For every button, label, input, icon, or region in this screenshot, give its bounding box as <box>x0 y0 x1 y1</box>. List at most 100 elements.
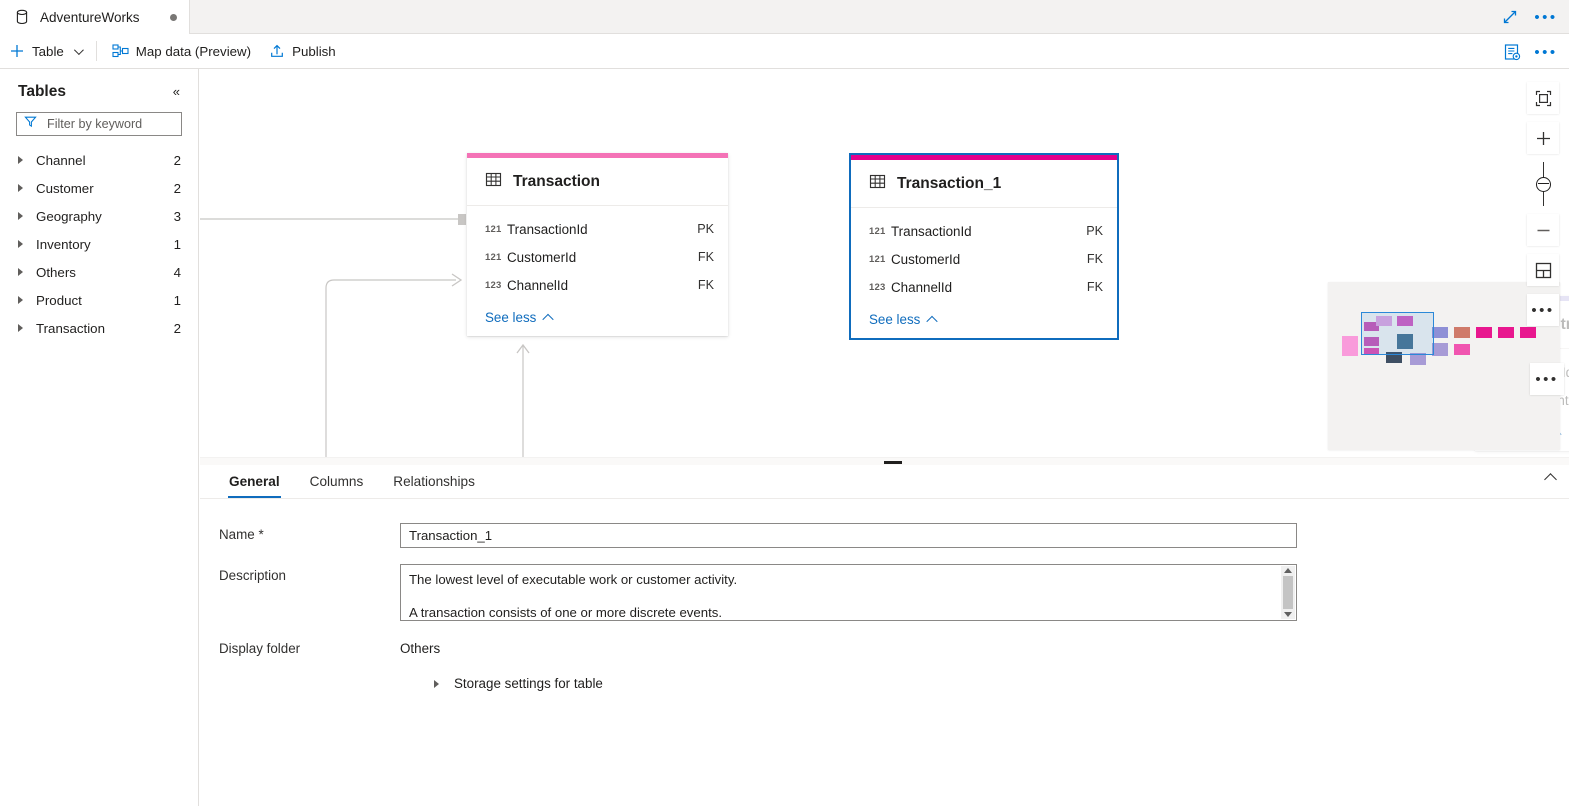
table-column-row[interactable]: 121 TransactionId PK <box>467 215 728 243</box>
sidebar-item-count: 1 <box>173 236 181 252</box>
expand-chevron-icon[interactable] <box>12 212 28 220</box>
diagram-canvas[interactable]: Transaction 121 TransactionId PK 121 Customer… <box>200 69 1569 457</box>
table-column-row[interactable]: 121 TransactionId PK <box>851 217 1117 245</box>
minimap-overflow-button[interactable]: ••• <box>1530 363 1564 395</box>
expand-chevron-icon[interactable] <box>12 324 28 332</box>
see-less-button[interactable]: See less <box>851 305 1117 338</box>
expand-chevron-icon[interactable] <box>12 156 28 164</box>
table-grid-icon <box>485 171 502 193</box>
scrollbar-thumb[interactable] <box>1283 576 1293 609</box>
collapse-details-button[interactable] <box>1544 471 1557 489</box>
column-name: ChannelId <box>891 279 953 295</box>
add-table-label: Table <box>32 43 64 59</box>
minimap-node <box>1397 334 1413 349</box>
map-data-button[interactable]: Map data (Preview) <box>103 36 260 66</box>
sidebar-item-inventory[interactable]: Inventory 1 <box>0 230 198 258</box>
minimap-node <box>1397 316 1413 326</box>
expand-diagonal-icon[interactable] <box>1495 3 1525 31</box>
display-folder-control: Others <box>400 637 1569 656</box>
tab-relationships[interactable]: Relationships <box>382 465 486 498</box>
sidebar-item-geography[interactable]: Geography 3 <box>0 202 198 230</box>
tab-general[interactable]: General <box>218 465 291 498</box>
minimap-node <box>1386 352 1402 363</box>
sidebar-header: Tables « <box>0 69 198 109</box>
minimap-node <box>1364 322 1379 331</box>
table-column-row[interactable]: 121 CustomerId FK <box>851 245 1117 273</box>
display-folder-value: Others <box>400 641 441 656</box>
filter-funnel-icon <box>24 115 37 133</box>
canvas-more-button[interactable]: ••• <box>1527 294 1559 326</box>
details-tabs: General Columns Relationships <box>200 465 1569 499</box>
tab-columns[interactable]: Columns <box>299 465 375 498</box>
chevron-up-icon <box>926 315 939 327</box>
table-column-row[interactable]: 123 ChannelId FK <box>467 271 728 299</box>
see-less-label: See less <box>485 310 537 325</box>
minimap-viewport-rect[interactable] <box>1361 312 1434 355</box>
minimap[interactable] <box>1328 282 1560 450</box>
column-key-badge: FK <box>1086 280 1103 294</box>
search-input[interactable] <box>45 116 174 132</box>
sidebar-item-others[interactable]: Others 4 <box>0 258 198 286</box>
description-scrollbar[interactable] <box>1281 566 1295 619</box>
tab-bar: AdventureWorks ••• <box>0 0 1569 34</box>
sidebar-item-count: 3 <box>173 208 181 224</box>
zoom-in-button[interactable] <box>1527 122 1559 154</box>
table-card-columns: 121 TransactionId PK 121 CustomerId FK 123 Chan… <box>467 206 728 303</box>
description-textarea[interactable]: The lowest level of executable work or c… <box>400 564 1297 621</box>
sidebar-item-product[interactable]: Product 1 <box>0 286 198 314</box>
see-less-button[interactable]: See less <box>467 303 728 336</box>
command-bar: Table Map data (Preview) <box>0 34 1569 69</box>
zoom-slider-thumb[interactable] <box>1535 176 1551 192</box>
minimap-node <box>1432 327 1448 338</box>
minimap-toggle-button[interactable] <box>1527 254 1559 286</box>
publish-button[interactable]: Publish <box>260 36 345 66</box>
expand-chevron-icon[interactable] <box>12 240 28 248</box>
storage-settings-expander[interactable]: Storage settings for table <box>200 676 1569 691</box>
table-card-accent-bar <box>851 155 1117 160</box>
table-card-header[interactable]: Transaction <box>467 158 728 206</box>
filter-box[interactable] <box>16 112 182 136</box>
sidebar-item-channel[interactable]: Channel 2 <box>0 146 198 174</box>
tab-adventureworks[interactable]: AdventureWorks <box>0 0 190 34</box>
column-key-badge: PK <box>697 222 714 236</box>
name-input[interactable] <box>400 523 1297 548</box>
expand-chevron-icon[interactable] <box>12 268 28 276</box>
column-key-badge: FK <box>1086 252 1103 266</box>
pane-splitter[interactable] <box>200 457 1569 465</box>
properties-list-icon[interactable] <box>1497 38 1527 66</box>
minimap-overflow-label: ••• <box>1535 370 1559 388</box>
expand-chevron-icon[interactable] <box>12 184 28 192</box>
scroll-up-arrow-icon[interactable] <box>1284 568 1292 573</box>
sidebar-item-label: Transaction <box>36 320 105 336</box>
sidebar-item-transaction[interactable]: Transaction 2 <box>0 314 198 342</box>
table-column-row[interactable]: 121 CustomerId FK <box>467 243 728 271</box>
table-column-row[interactable]: 123 ChannelId FK <box>851 273 1117 301</box>
sidebar-item-count: 4 <box>173 264 181 280</box>
expand-chevron-icon[interactable] <box>12 296 28 304</box>
sidebar-item-customer[interactable]: Customer 2 <box>0 174 198 202</box>
splitter-grip[interactable] <box>884 461 902 464</box>
collapse-sidebar-button[interactable]: « <box>172 84 180 99</box>
see-less-label: See less <box>869 312 921 327</box>
scroll-down-arrow-icon[interactable] <box>1284 612 1292 617</box>
fit-to-screen-icon[interactable] <box>1527 82 1559 114</box>
details-pane: General Columns Relationships Name * Descr… <box>200 465 1569 806</box>
display-folder-label: Display folder <box>219 641 301 656</box>
minimap-node <box>1410 353 1426 365</box>
table-card-transaction_1[interactable]: Transaction_1 121 TransactionId PK 121 Custom… <box>849 153 1119 340</box>
table-card-transaction[interactable]: Transaction 121 TransactionId PK 121 Customer… <box>467 153 728 336</box>
description-control: The lowest level of executable work or c… <box>400 564 1569 621</box>
minimap-node <box>1498 327 1514 338</box>
table-grid-icon <box>869 173 886 195</box>
tables-tree: Channel 2 Customer 2 Geography 3 Inventory 1 Oth… <box>0 146 198 342</box>
storage-settings-label: Storage settings for table <box>454 676 603 691</box>
column-name: CustomerId <box>507 249 577 265</box>
zoom-out-button[interactable] <box>1527 214 1559 246</box>
table-card-header[interactable]: Transaction_1 <box>851 160 1117 208</box>
sidebar-title: Tables <box>18 82 66 100</box>
zoom-slider[interactable] <box>1527 162 1559 206</box>
command-bar-overflow-button[interactable]: ••• <box>1531 38 1561 66</box>
add-table-button[interactable]: Table <box>0 36 90 66</box>
tab-overflow-button[interactable]: ••• <box>1531 3 1561 31</box>
chevron-right-icon <box>428 679 444 688</box>
